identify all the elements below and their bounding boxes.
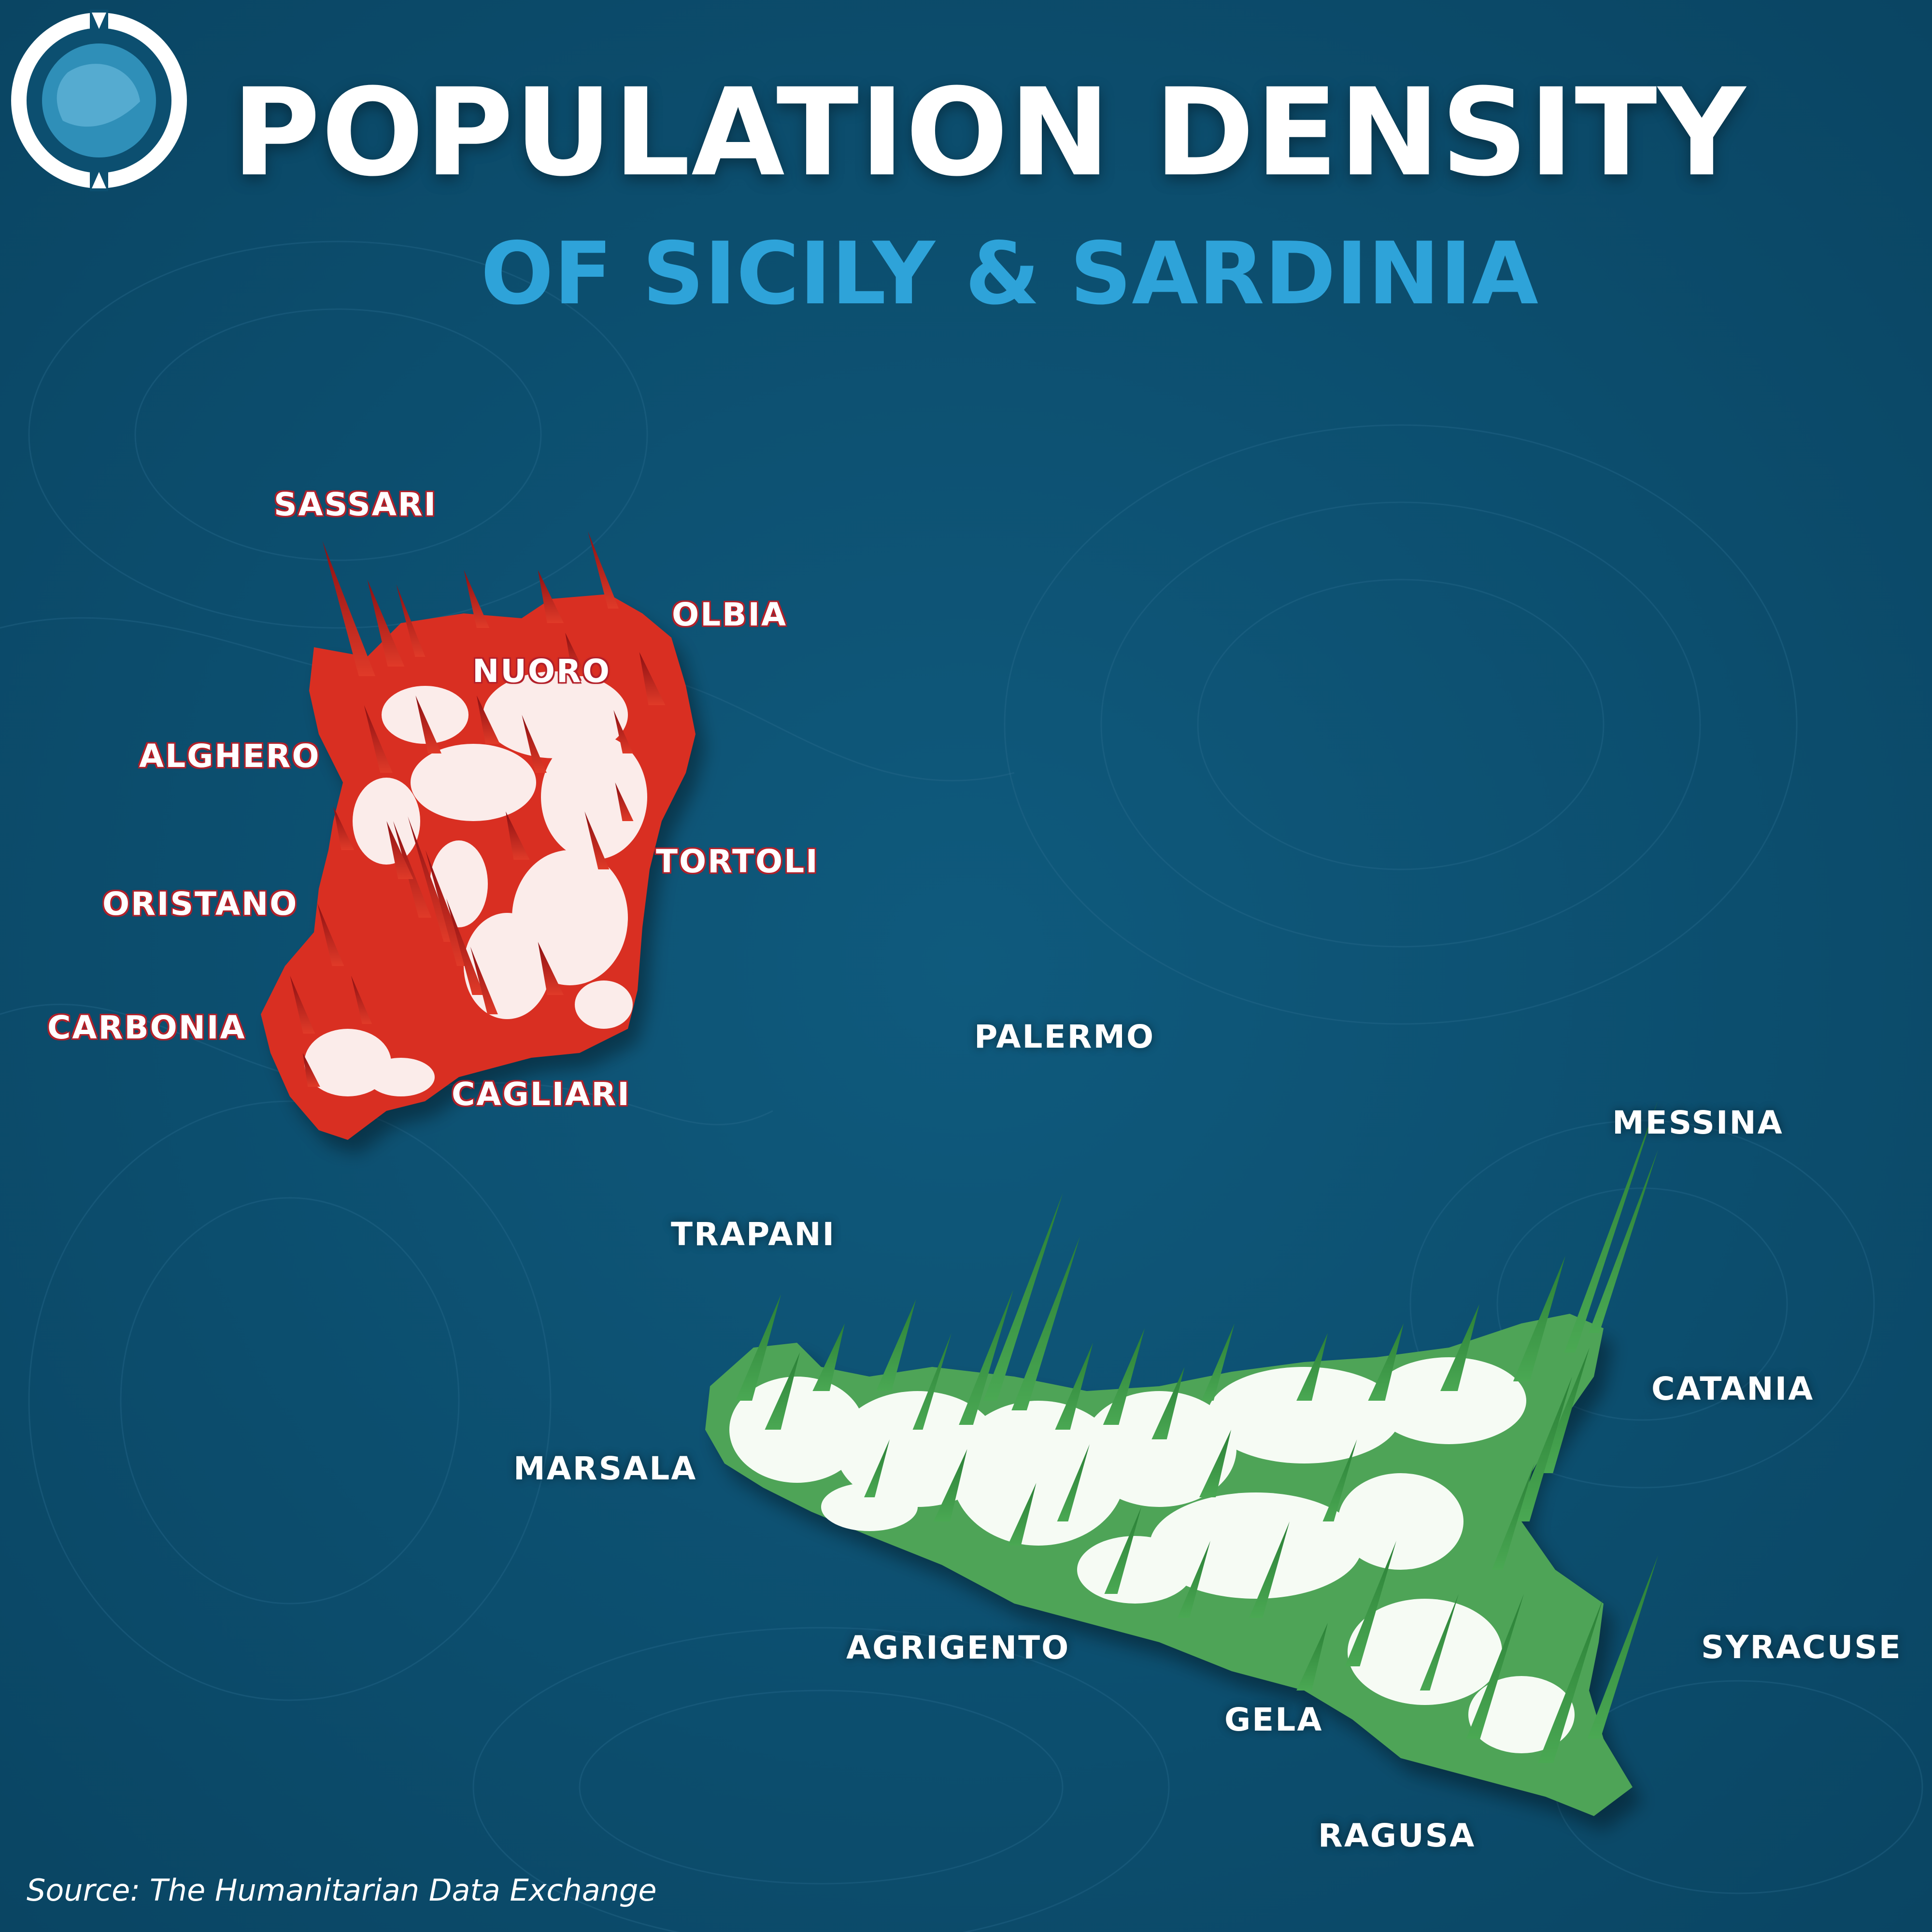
density-spike bbox=[396, 584, 426, 657]
density-spike bbox=[615, 782, 634, 821]
density-spike bbox=[446, 898, 484, 995]
density-spike bbox=[317, 903, 344, 966]
density-spike bbox=[1057, 1444, 1090, 1521]
density-spike bbox=[933, 1449, 967, 1521]
density-spike bbox=[812, 1323, 845, 1391]
density-spike bbox=[393, 821, 432, 918]
city-label-catania: CATANIA bbox=[1651, 1370, 1815, 1407]
density-spike bbox=[1587, 1555, 1658, 1739]
density-spike bbox=[959, 1290, 1013, 1425]
city-label-tortoli: TORTOLI bbox=[656, 843, 819, 880]
density-spike bbox=[1201, 1323, 1235, 1401]
sardinia-density-spikes bbox=[290, 531, 666, 1087]
city-label-syracuse: SYRACUSE bbox=[1701, 1629, 1902, 1666]
city-label-cagliari: CAGLIARI bbox=[452, 1076, 631, 1113]
density-spike bbox=[1151, 1367, 1185, 1439]
density-spike bbox=[1420, 1594, 1459, 1690]
city-label-messina: MESSINA bbox=[1612, 1104, 1784, 1141]
density-spike bbox=[1564, 1101, 1658, 1352]
circular-logo-icon bbox=[11, 10, 187, 191]
density-spike bbox=[522, 715, 547, 773]
density-spike bbox=[912, 1333, 952, 1430]
density-spike bbox=[765, 1352, 800, 1430]
city-label-ragusa: RAGUSA bbox=[1318, 1817, 1476, 1854]
density-spike bbox=[351, 976, 372, 1024]
density-spike bbox=[1103, 1328, 1145, 1425]
sicily-island bbox=[705, 1101, 1658, 1831]
density-spike bbox=[367, 580, 405, 667]
density-spike bbox=[1513, 1377, 1572, 1521]
density-spike bbox=[1588, 1150, 1658, 1333]
density-spike bbox=[1296, 1333, 1328, 1401]
density-spike bbox=[613, 710, 633, 753]
city-label-gela: GELA bbox=[1224, 1701, 1323, 1738]
density-spike bbox=[1249, 1521, 1290, 1618]
density-spike bbox=[1492, 1463, 1534, 1570]
city-label-carbonia: CARBONIA bbox=[47, 1009, 246, 1046]
density-spike bbox=[1368, 1323, 1404, 1401]
density-spike bbox=[415, 696, 442, 753]
density-spike bbox=[864, 1439, 890, 1497]
density-spike bbox=[1440, 1304, 1479, 1391]
density-spike bbox=[1345, 1541, 1396, 1666]
source-credit: Source: The Humanitarian Data Exchange bbox=[27, 1873, 657, 1908]
city-label-agrigento: AGRIGENTO bbox=[846, 1629, 1070, 1666]
density-spike bbox=[1177, 1541, 1210, 1618]
density-spike bbox=[639, 652, 666, 705]
density-spike bbox=[588, 531, 619, 609]
density-spike bbox=[470, 947, 498, 1014]
city-label-palermo: PALERMO bbox=[974, 1018, 1155, 1055]
city-label-nuoro: NUORO bbox=[472, 653, 611, 690]
density-spike bbox=[386, 821, 413, 879]
density-spike bbox=[464, 570, 490, 628]
density-spike bbox=[1466, 1594, 1524, 1739]
density-spike bbox=[584, 811, 610, 869]
sicily-low-density-areas bbox=[729, 1357, 1575, 1753]
density-spike bbox=[1537, 1599, 1603, 1763]
density-spike bbox=[477, 696, 500, 744]
density-spike bbox=[364, 705, 393, 773]
sardinia-island bbox=[261, 531, 705, 1154]
density-spike bbox=[506, 811, 530, 860]
sicily-density-spikes bbox=[735, 1101, 1658, 1763]
density-spike bbox=[565, 633, 587, 676]
density-spike bbox=[1104, 1507, 1141, 1594]
density-spike bbox=[983, 1193, 1063, 1401]
city-label-trapani: TRAPANI bbox=[671, 1216, 836, 1253]
density-spike bbox=[876, 1299, 916, 1391]
density-spike bbox=[1538, 1348, 1590, 1473]
density-spike bbox=[538, 570, 564, 623]
density-spike bbox=[1513, 1256, 1565, 1381]
page-subtitle: OF SICILY & SARDINIA bbox=[481, 224, 1538, 324]
page-title: POPULATION DENSITY bbox=[232, 62, 1747, 203]
density-spike bbox=[1322, 1439, 1357, 1521]
density-spike bbox=[1296, 1623, 1328, 1690]
city-label-olbia: OLBIA bbox=[672, 596, 788, 633]
city-label-marsala: MARSALA bbox=[513, 1450, 697, 1487]
density-spike bbox=[735, 1294, 781, 1401]
density-spike bbox=[290, 976, 315, 1034]
density-spike bbox=[1011, 1236, 1080, 1410]
density-spike bbox=[538, 942, 564, 995]
density-spike bbox=[302, 1053, 320, 1087]
density-spike bbox=[1008, 1483, 1037, 1546]
density-spike bbox=[333, 807, 355, 850]
density-spike bbox=[1055, 1343, 1093, 1430]
city-label-sassari: SASSARI bbox=[274, 486, 438, 523]
density-spike bbox=[1199, 1430, 1231, 1497]
city-label-alghero: ALGHERO bbox=[139, 738, 321, 775]
city-label-oristano: ORISTANO bbox=[102, 885, 298, 923]
density-spike bbox=[322, 541, 376, 676]
